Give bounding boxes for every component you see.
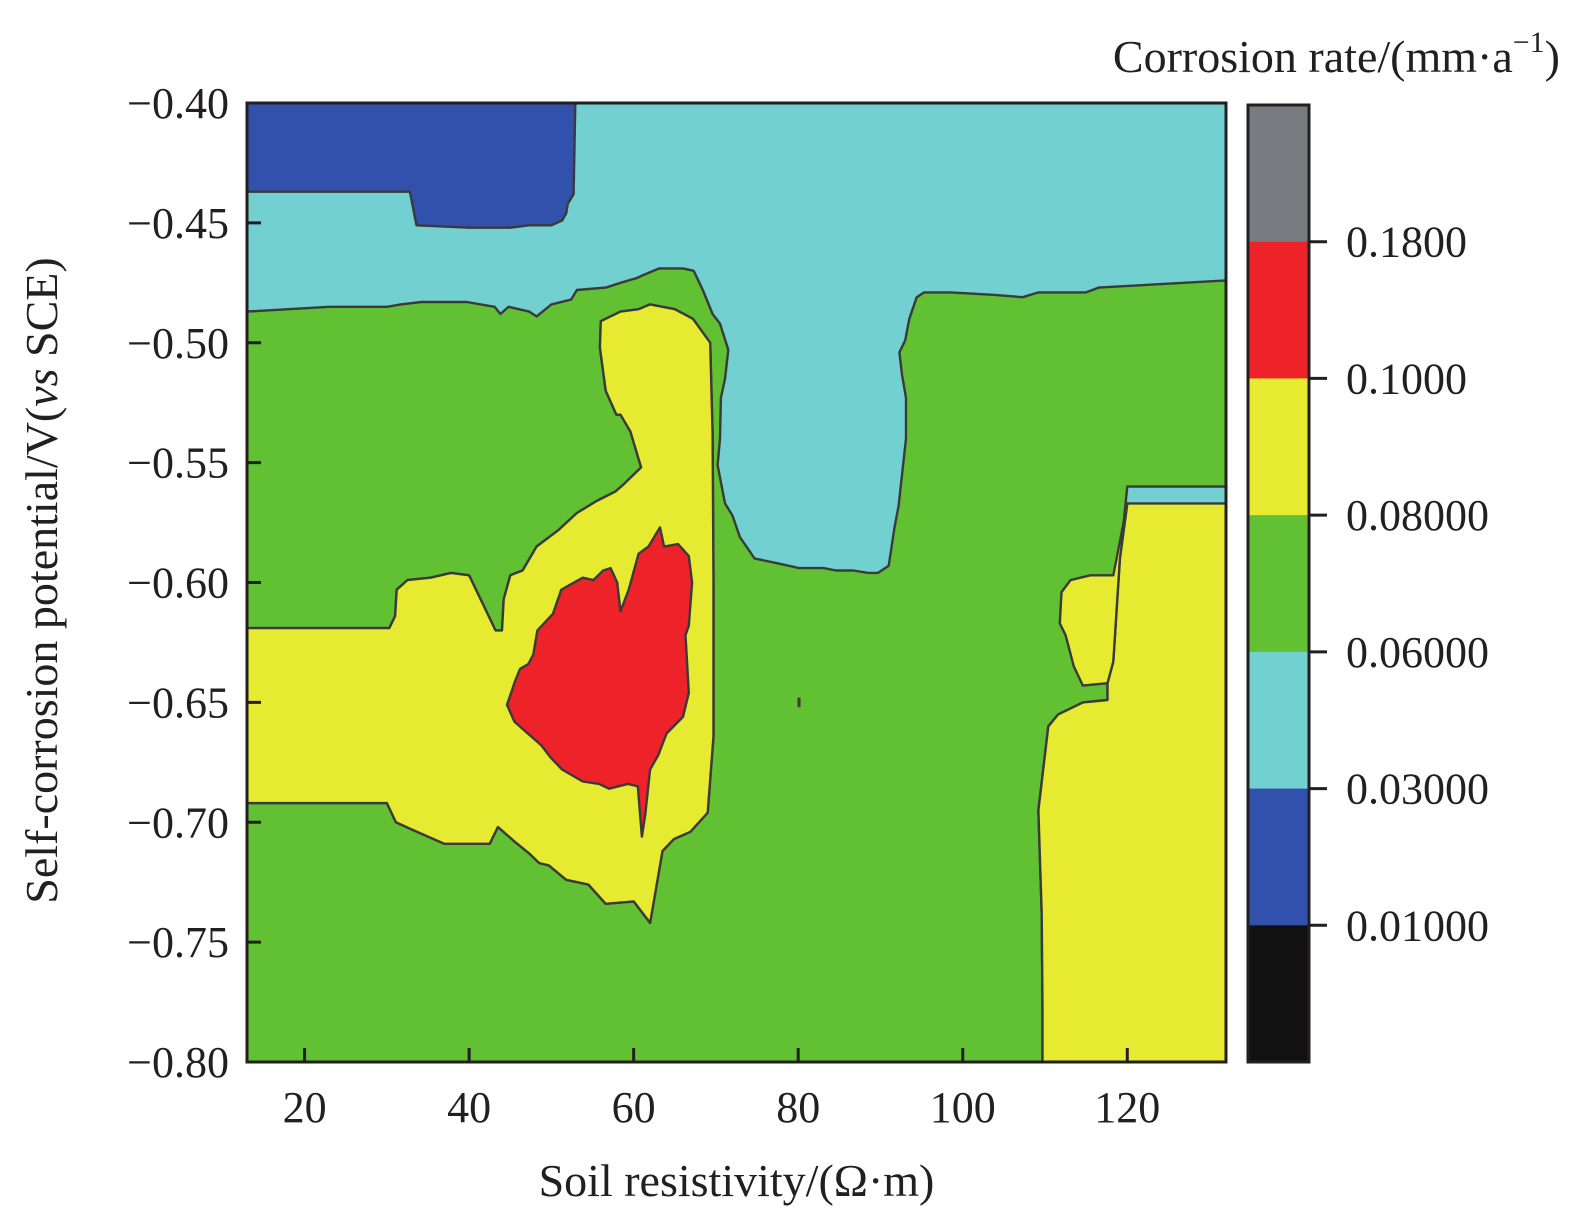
colorbar: 0.1800 0.1000 0.08000 0.06000 0.03000 0.01000 [1246, 103, 1489, 1064]
colorbar-level-label: 0.1000 [1346, 354, 1467, 403]
colorbar-segment [1248, 378, 1309, 516]
y-tick-label: −0.40 [127, 79, 229, 128]
axis-ticks: 20 40 60 80 100 120 −0.40 −0.45 −0.50 −0.55 −0.60 −… [127, 79, 1160, 1132]
y-tick-label: −0.60 [127, 559, 229, 608]
x-tick-label: 40 [447, 1083, 491, 1132]
y-tick-label: −0.55 [127, 439, 229, 488]
colorbar-segment [1248, 105, 1309, 243]
colorbar-segment [1248, 788, 1309, 926]
colorbar-level-label: 0.03000 [1346, 765, 1489, 814]
colorbar-level-label: 0.1800 [1346, 218, 1467, 267]
x-tick-label: 100 [930, 1083, 996, 1132]
colorbar-level-label: 0.06000 [1346, 628, 1489, 677]
colorbar-title-superscript: −1 [1513, 26, 1545, 59]
red-region [505, 526, 694, 838]
colorbar-segment [1248, 651, 1309, 790]
x-tick-label: 20 [283, 1083, 327, 1132]
colorbar-title: Corrosion rate/(mm·a−1) [1113, 26, 1560, 82]
y-tick-label: −0.80 [127, 1038, 229, 1087]
dark-blue-region [245, 101, 577, 229]
x-tick-label: 120 [1094, 1083, 1160, 1132]
y-tick-label: −0.50 [127, 319, 229, 368]
y-tick-label: −0.75 [127, 918, 229, 967]
colorbar-title-main: Corrosion rate/(mm·a [1113, 31, 1513, 82]
y-tick-label: −0.70 [127, 798, 229, 847]
colorbar-segment [1248, 925, 1309, 1063]
y-axis-title: Self-corrosion potential/V(vs SCE) [16, 257, 67, 903]
y-axis-title-vs: vs [16, 368, 67, 406]
colorbar-title-close: ) [1545, 31, 1560, 82]
colorbar-segment [1248, 515, 1309, 653]
x-axis-title: Soil resistivity/(Ω·m) [539, 1155, 935, 1206]
yellow-right-inner-bump [1058, 502, 1129, 687]
y-tick-label: −0.45 [127, 199, 229, 248]
colorbar-segment [1248, 241, 1309, 379]
y-tick-label: −0.65 [127, 678, 229, 727]
contour-regions [245, 101, 1228, 1064]
x-tick-label: 80 [776, 1083, 820, 1132]
y-axis-title-part-3: SCE) [16, 257, 67, 368]
colorbar-frame [1246, 103, 1311, 1064]
y-axis-title-part-1: Self-corrosion potential/V( [16, 407, 67, 904]
colorbar-level-label: 0.08000 [1346, 491, 1489, 540]
x-tick-label: 60 [612, 1083, 656, 1132]
colorbar-level-label: 0.01000 [1346, 901, 1489, 950]
